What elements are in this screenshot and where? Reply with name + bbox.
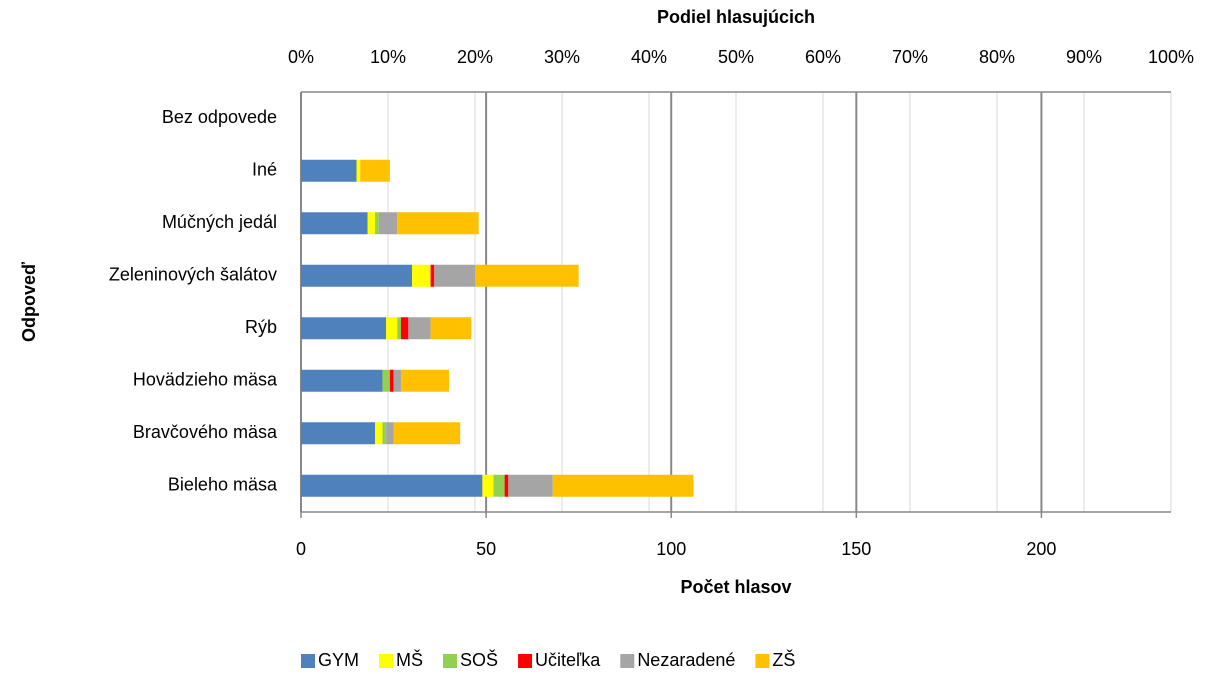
bar-segment	[430, 317, 472, 340]
top-tick-label: 30%	[544, 47, 580, 67]
legend-swatch	[301, 654, 315, 668]
bar-segment	[367, 212, 376, 235]
top-tick-label: 40%	[631, 47, 667, 67]
bar-segment	[378, 212, 398, 235]
bar-segment	[400, 317, 409, 340]
bar-segment	[386, 317, 398, 340]
bar-segment	[301, 159, 357, 182]
x-axis-title: Počet hlasov	[680, 577, 791, 597]
bar-segment	[301, 474, 483, 497]
bar-segment	[301, 212, 368, 235]
x-tick-label: 0	[296, 539, 306, 559]
bar-segment	[475, 264, 579, 287]
bar-segment	[552, 474, 694, 497]
bar-segment	[393, 369, 401, 392]
top-tick-label: 60%	[805, 47, 841, 67]
y-axis-title: Odpoveď	[19, 262, 39, 342]
bar-segment	[408, 317, 431, 340]
bar-segment	[493, 474, 505, 497]
bar-segment	[434, 264, 475, 287]
top-tick-label: 50%	[718, 47, 754, 67]
top-axis-title: Podiel hlasujúcich	[657, 7, 815, 27]
x-tick-label: 150	[841, 539, 871, 559]
bar-segment	[400, 369, 450, 392]
bar-segment	[389, 369, 394, 392]
legend-label: GYM	[318, 650, 359, 670]
legend-label: ZŠ	[772, 649, 795, 670]
top-tick-label: 80%	[979, 47, 1015, 67]
bar-segment	[504, 474, 509, 497]
legend-swatch	[755, 654, 770, 668]
bar-segment	[301, 422, 376, 445]
bar-segment	[430, 264, 435, 287]
legend-swatch	[379, 654, 394, 668]
legend-swatch	[518, 654, 533, 668]
y-tick-label: Zeleninových šalátov	[109, 265, 277, 285]
bar-segment	[375, 212, 379, 235]
bar-segment	[397, 212, 479, 235]
bar-segment	[382, 422, 387, 445]
bar-segment	[301, 264, 413, 287]
y-tick-label: Múčných jedál	[162, 212, 277, 232]
bar-segment	[508, 474, 553, 497]
top-tick-label: 100%	[1148, 47, 1194, 67]
bar-segment	[375, 422, 383, 445]
y-tick-label: Bravčového mäsa	[133, 422, 278, 442]
bar-segment	[482, 474, 494, 497]
top-tick-label: 90%	[1066, 47, 1102, 67]
bar-segment	[356, 159, 361, 182]
bar-segment	[412, 264, 431, 287]
y-tick-label: Bez odpovede	[162, 107, 277, 127]
top-tick-label: 0%	[288, 47, 314, 67]
bar-segment	[386, 422, 394, 445]
x-tick-label: 100	[656, 539, 686, 559]
x-tick-label: 50	[476, 539, 496, 559]
y-tick-label: Rýb	[245, 317, 277, 337]
x-tick-label: 200	[1026, 539, 1056, 559]
legend-label: MŠ	[396, 649, 423, 670]
legend-swatch	[620, 654, 635, 668]
bar-segment	[382, 369, 390, 392]
bar-segment	[393, 422, 461, 445]
legend-swatch	[443, 654, 458, 668]
legend-label: Učiteľka	[535, 650, 601, 670]
y-tick-label: Hovädzieho mäsa	[133, 370, 278, 390]
legend-label: Nezaradené	[637, 650, 735, 670]
top-tick-label: 10%	[370, 47, 406, 67]
legend-label: SOŠ	[460, 649, 498, 670]
y-tick-label: Bieleho mäsa	[168, 475, 278, 495]
y-tick-label: Iné	[252, 160, 277, 180]
top-tick-label: 70%	[892, 47, 928, 67]
bar-segment	[360, 159, 390, 182]
top-tick-label: 20%	[457, 47, 493, 67]
bar-segment	[301, 317, 387, 340]
bar-segment	[301, 369, 383, 392]
bar-segment	[397, 317, 401, 340]
